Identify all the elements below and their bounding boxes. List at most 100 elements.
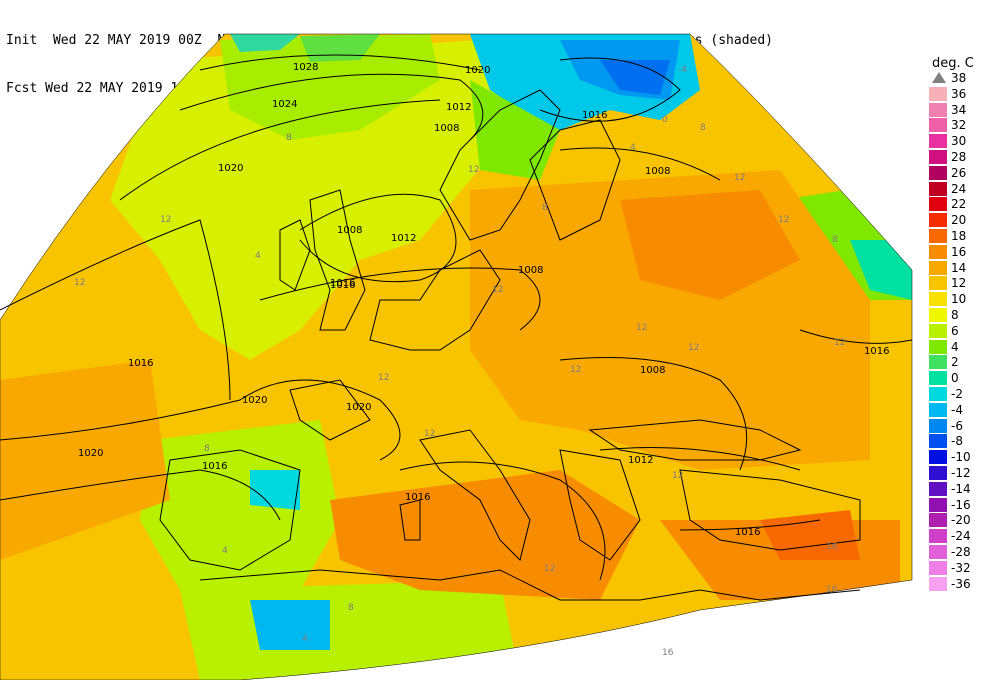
- legend-swatch: [929, 197, 947, 212]
- isobar-1016-north: [539, 57, 681, 122]
- legend-label: -4: [951, 402, 963, 417]
- legend-label: 28: [951, 150, 967, 164]
- isobar-label: 1016: [864, 346, 889, 357]
- legend-row: 8: [929, 307, 999, 323]
- legend-row: -24: [929, 528, 999, 544]
- legend-row: -32: [929, 560, 999, 576]
- isobar-label: 1020: [465, 65, 490, 76]
- shading-spain-dry: [250, 470, 300, 510]
- legend-label: -24: [951, 529, 971, 544]
- legend-label: 38: [951, 71, 967, 85]
- dewpoint-label: 16: [662, 648, 674, 658]
- coast-balkans: [559, 449, 641, 561]
- shading-mediterranean: [330, 470, 640, 600]
- legend-row: 0: [929, 370, 999, 386]
- dewpoint-label: 12: [734, 173, 745, 183]
- coast-sardinia: [399, 499, 421, 541]
- legend-swatch: [929, 576, 947, 591]
- legend-label: -36: [951, 576, 971, 591]
- isobar-label: 1008: [518, 265, 543, 276]
- dewpoint-label: 4: [630, 143, 636, 153]
- dewpoint-label: 0: [662, 115, 668, 125]
- dewpoint-label-group: -4 0 4 8 8 8 12 12 12 12 12 12 12 12 12 …: [74, 65, 845, 658]
- legend-row: -10: [929, 449, 999, 465]
- legend-swatch: [929, 244, 947, 259]
- shading-russia-teal: [850, 240, 912, 300]
- legend-label: -6: [951, 418, 963, 433]
- dewpoint-label: 12: [570, 365, 581, 375]
- shading-algeria-dry: [250, 600, 330, 650]
- dewpoint-label: 16: [826, 585, 838, 595]
- shading-turkey-coast: [760, 510, 860, 560]
- legend-swatch: [929, 418, 947, 433]
- legend-row: -12: [929, 465, 999, 481]
- legend-label: 34: [951, 102, 967, 117]
- shading-atlantic-warm: [0, 360, 170, 560]
- legend-row: 6: [929, 323, 999, 339]
- isobar-1016-central: [259, 267, 541, 331]
- legend-up-arrow-icon: [932, 72, 946, 83]
- legend-row: -36: [929, 576, 999, 592]
- dewpoint-label: 8: [204, 444, 210, 454]
- legend-row: -16: [929, 497, 999, 513]
- dewpoint-label: 4: [255, 251, 261, 261]
- dewpoint-label: 8: [700, 123, 706, 133]
- coast-great-britain: [309, 189, 366, 331]
- shading-north-africa: [180, 580, 520, 680]
- isobar-label: 1016: [128, 358, 153, 369]
- legend-label: 6: [951, 323, 959, 338]
- legend-swatch: [929, 371, 947, 386]
- legend-label: 18: [951, 229, 967, 243]
- legend-swatch: [929, 213, 947, 228]
- dewpoint-label: 8: [348, 603, 354, 613]
- legend-row: 26: [929, 165, 999, 181]
- legend-label: -28: [951, 545, 971, 559]
- legend-label: 8: [951, 308, 959, 322]
- legend-label: 20: [951, 213, 967, 228]
- legend-swatch: [929, 181, 947, 196]
- isobar-1028: [199, 54, 481, 71]
- domain-outline: [0, 33, 913, 680]
- coast-north-europe: [369, 249, 501, 351]
- isobar-label: 1028: [293, 62, 318, 73]
- isobar-label: 1020: [78, 448, 103, 459]
- coast-north-africa: [199, 569, 861, 601]
- legend-swatch: [929, 308, 947, 322]
- legend-row: 24: [929, 181, 999, 197]
- isobar-1020-iberia: [0, 469, 281, 521]
- legend-row: 2: [929, 354, 999, 370]
- isobar-label: 1024: [272, 99, 297, 110]
- dewpoint-label: 12: [672, 471, 683, 481]
- legend-label: -2: [951, 387, 963, 401]
- legend-row: -6: [929, 418, 999, 434]
- isobar-label: 1016: [735, 527, 760, 538]
- dewpoint-label: 4: [222, 546, 228, 556]
- isobar-label: 1016: [582, 110, 607, 121]
- dewpoint-label: 4: [302, 634, 308, 644]
- legend-row: 18: [929, 228, 999, 244]
- legend-label: 2: [951, 355, 959, 370]
- isobar-label: 1016: [330, 280, 355, 291]
- isobar-1008-east-central: [559, 357, 748, 471]
- legend-row: -2: [929, 386, 999, 402]
- dewpoint-label: 16: [826, 542, 838, 552]
- dewpoint-label: 12: [834, 338, 845, 348]
- dewpoint-label: 12: [544, 564, 555, 574]
- shading-north-atlantic: [110, 40, 520, 360]
- legend-row: 12: [929, 275, 999, 291]
- isobar-1008-east: [559, 147, 721, 181]
- isobar-label: 1020: [242, 395, 267, 406]
- legend-swatch: [929, 450, 947, 465]
- legend-swatch: [929, 387, 947, 401]
- coast-turkey: [679, 469, 861, 551]
- legend-row: -28: [929, 544, 999, 560]
- legend-label: -8: [951, 434, 963, 449]
- isobar-label: 1008: [640, 365, 665, 376]
- legend-label: -12: [951, 466, 971, 480]
- dewpoint-label: -4: [678, 65, 687, 75]
- isobar-label: 1012: [628, 455, 653, 466]
- isobar-label: 1020: [218, 163, 243, 174]
- legend-swatch: [929, 150, 947, 164]
- legend-swatch: [929, 134, 947, 149]
